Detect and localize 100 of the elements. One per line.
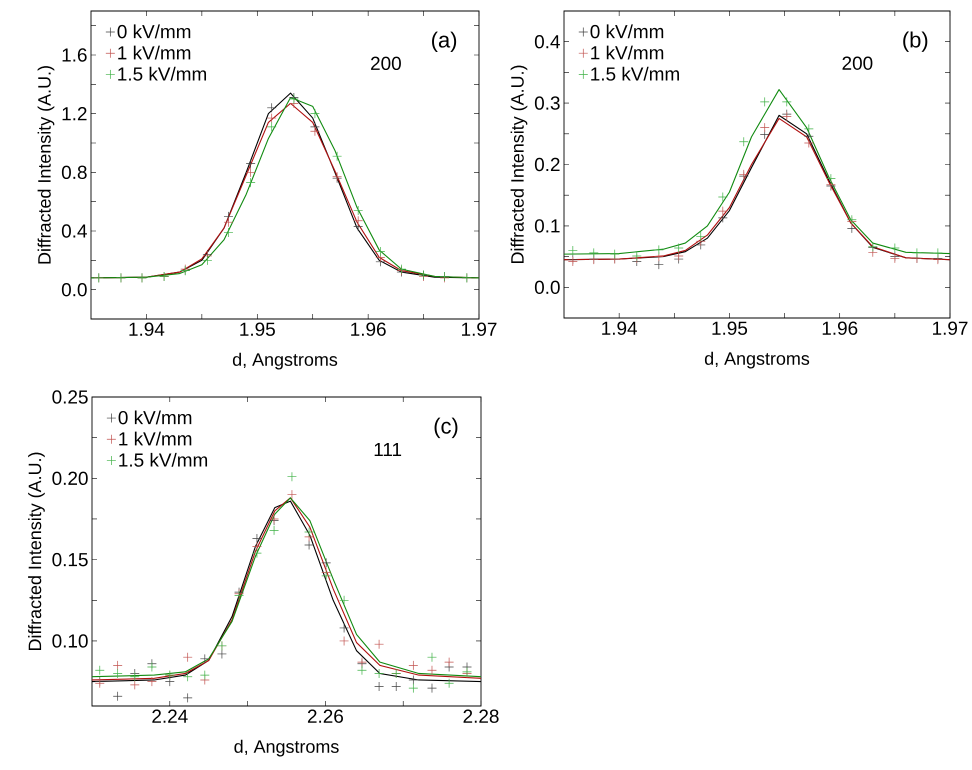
x-tick-label: 1.97 bbox=[462, 322, 496, 336]
line-series bbox=[564, 89, 950, 255]
x-tick-label: 2.24 bbox=[152, 710, 188, 723]
point bbox=[112, 660, 123, 670]
point bbox=[321, 558, 332, 568]
point bbox=[252, 548, 262, 558]
x-axis-title: d, Angstroms bbox=[234, 740, 339, 756]
point bbox=[674, 243, 684, 253]
point bbox=[933, 248, 943, 258]
point bbox=[847, 224, 857, 234]
legend-label: 0 kV/mm bbox=[118, 410, 192, 424]
legend-label: 1 kV/mm bbox=[119, 432, 192, 446]
y-tick-label: 0.25 bbox=[52, 390, 88, 404]
point bbox=[427, 665, 437, 676]
x-tick-label: 2.26 bbox=[308, 710, 343, 723]
point bbox=[826, 174, 836, 184]
point bbox=[147, 662, 157, 672]
point bbox=[782, 112, 792, 122]
y-tick-label: 0.1 bbox=[534, 219, 560, 233]
point bbox=[353, 216, 364, 226]
point bbox=[224, 228, 234, 238]
legend-label: 1.5 kV/mm bbox=[119, 452, 208, 467]
y-tick-label: 0.8 bbox=[62, 166, 87, 180]
x-tick-label: 1.96 bbox=[351, 322, 386, 336]
y-tick-label: 0.4 bbox=[534, 34, 560, 48]
point bbox=[696, 231, 706, 242]
point bbox=[654, 252, 664, 262]
point bbox=[182, 652, 193, 662]
legend-label: 1 kV/mm bbox=[591, 46, 664, 60]
point bbox=[112, 668, 123, 678]
point bbox=[654, 260, 664, 270]
point bbox=[782, 97, 792, 107]
y-tick-label: 0.20 bbox=[52, 472, 88, 486]
point bbox=[266, 102, 277, 113]
point bbox=[444, 657, 454, 667]
y-axis-title: Diffracted Intensity (A.U.) bbox=[38, 66, 54, 264]
legend-label: 1 kV/mm bbox=[118, 46, 190, 60]
legend-label: 0 kV/mm bbox=[590, 24, 664, 38]
point bbox=[217, 649, 227, 659]
point bbox=[804, 124, 814, 134]
y-tick-label: 1.2 bbox=[62, 107, 87, 120]
point bbox=[374, 668, 384, 678]
point bbox=[287, 472, 297, 482]
point bbox=[374, 639, 384, 650]
x-axis-title: d, Angstroms bbox=[232, 352, 338, 370]
y-tick-label: 0.4 bbox=[62, 224, 87, 238]
point bbox=[304, 527, 314, 537]
point bbox=[246, 178, 256, 188]
point bbox=[269, 526, 279, 536]
point bbox=[375, 246, 386, 256]
point bbox=[182, 693, 193, 703]
point bbox=[339, 623, 349, 633]
point bbox=[568, 246, 578, 256]
point bbox=[654, 244, 664, 255]
point bbox=[427, 683, 437, 693]
x-tick-label: 2.28 bbox=[464, 710, 499, 723]
point bbox=[718, 192, 728, 202]
point bbox=[760, 130, 770, 140]
annotation: 200 bbox=[371, 56, 401, 70]
point bbox=[202, 255, 212, 266]
point bbox=[804, 131, 814, 142]
point bbox=[391, 682, 402, 692]
x-axis-title: d, Angstroms bbox=[704, 352, 810, 368]
point bbox=[182, 672, 193, 682]
point bbox=[610, 249, 620, 259]
point bbox=[266, 122, 277, 132]
point bbox=[94, 665, 105, 676]
point bbox=[332, 151, 342, 162]
point bbox=[890, 243, 900, 253]
point bbox=[760, 97, 770, 107]
point bbox=[112, 691, 123, 702]
point bbox=[632, 251, 642, 261]
legend-label: 1.5 kV/mm bbox=[591, 66, 679, 81]
point bbox=[310, 108, 320, 119]
legend-label: 0 kV/mm bbox=[118, 24, 190, 38]
point bbox=[147, 676, 157, 686]
x-tick-label: 1.94 bbox=[129, 322, 164, 336]
point bbox=[304, 540, 314, 550]
point bbox=[321, 571, 332, 581]
y-tick-label: 0.2 bbox=[534, 158, 560, 172]
annotation: 200 bbox=[842, 56, 872, 70]
annotation: (c) bbox=[434, 418, 458, 438]
legend-label: 1.5 kV/mm bbox=[118, 66, 206, 81]
point bbox=[718, 206, 728, 216]
annotation: (b) bbox=[903, 31, 928, 52]
x-tick-label: 1.96 bbox=[822, 322, 858, 335]
y-axis-title: Diffracted Intensity (A.U.) bbox=[28, 452, 45, 650]
point bbox=[339, 595, 349, 606]
x-tick-label: 1.94 bbox=[602, 322, 638, 335]
point bbox=[912, 248, 922, 258]
point bbox=[200, 670, 210, 680]
point bbox=[130, 672, 140, 682]
point bbox=[200, 654, 210, 664]
y-tick-label: 0.0 bbox=[62, 282, 87, 296]
x-tick-label: 1.97 bbox=[933, 322, 968, 335]
point bbox=[374, 682, 384, 692]
point bbox=[339, 636, 349, 646]
point bbox=[444, 678, 454, 688]
y-tick-label: 0.15 bbox=[52, 552, 88, 566]
point bbox=[427, 652, 437, 662]
